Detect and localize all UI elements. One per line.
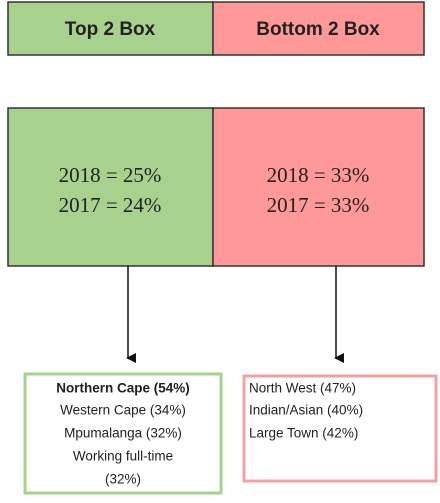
box-line: 2017 = 24% [59,193,162,217]
list-item: Working full-time [73,449,173,464]
header-right-box [212,1,425,56]
box-line: 2018 = 25% [59,163,162,187]
list-item: (32%) [105,472,141,487]
list-item: Western Cape (34%) [60,403,186,418]
box-right [212,107,425,267]
list-item: Mpumalanga (32%) [64,426,182,441]
list-item: North West (47%) [249,381,356,396]
list-item: Indian/Asian (40%) [249,403,363,418]
list-left-box [23,372,223,495]
box-line: 2017 = 33% [267,193,370,217]
header-right: Bottom 2 Box [256,19,380,40]
list-item: Large Town (42%) [249,426,358,441]
list-right-box [242,374,438,483]
header-left: Top 2 Box [65,19,156,40]
header-left-box [7,1,214,56]
list-item: Northern Cape (54%) [56,381,190,396]
box-left [7,107,214,267]
box-line: 2018 = 33% [267,163,370,187]
